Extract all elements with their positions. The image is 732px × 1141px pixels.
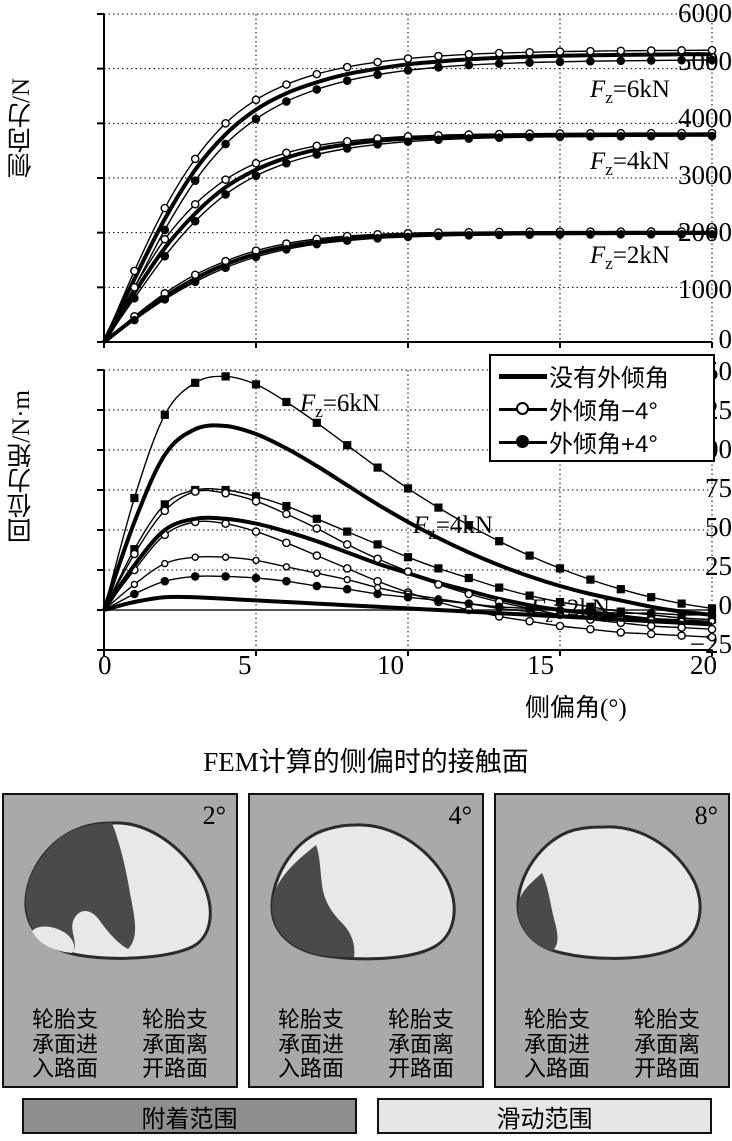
- panel-text-row: 轮胎支 承面进 入路面 轮胎支 承面离 开路面: [250, 1007, 482, 1082]
- annotation-f-symbol: F: [300, 390, 316, 417]
- annotation-fz-6kn-bottom: Fz=6kN: [300, 390, 380, 422]
- annotation-z-subscript: z: [605, 254, 613, 273]
- y-tick-label: 1000: [678, 274, 732, 304]
- legend-item-camber-minus4: 外倾角−4°: [497, 392, 713, 425]
- annotation-value: =6kN: [612, 76, 670, 103]
- panel-angle-label: 4°: [448, 801, 472, 830]
- aligning-torque-chart: 回位力矩/N·m 150 125 100 75 50 25 0 −25 0 5 …: [0, 352, 732, 734]
- x-tick-label: 5: [238, 650, 252, 680]
- y-tick-label: 0: [718, 590, 732, 620]
- annotation-f-symbol: F: [413, 512, 429, 539]
- annotation-value: =4kN: [612, 148, 670, 175]
- annotation-z-subscript: z: [428, 524, 436, 543]
- contact-patch-panel-2deg: 2° 轮胎支 承面进 入路面 轮胎支 承面离 开路面: [2, 793, 238, 1088]
- contact-patch-shape-4deg: [270, 823, 456, 961]
- annotation-f-symbol: F: [590, 76, 606, 103]
- contact-patch-shape-2deg: [24, 821, 212, 960]
- y-tick-label: 4000: [678, 103, 732, 133]
- annotation-z-subscript: z: [545, 607, 553, 626]
- contact-patch-panels: 2° 轮胎支 承面进 入路面 轮胎支 承面离 开路面 4° 轮胎支 承面进 入路…: [2, 793, 730, 1088]
- x-tick-label: 10: [377, 650, 404, 680]
- chart-legend: 没有外倾角 外倾角−4° 外倾角+4°: [489, 354, 715, 462]
- x-tick-label: 15: [527, 650, 554, 680]
- annotation-z-subscript: z: [315, 402, 323, 421]
- annotation-value: =6kN: [322, 390, 380, 417]
- y-tick-label: 50: [705, 512, 732, 542]
- x-tick-label: 0: [98, 650, 112, 680]
- legend-label: 没有外倾角: [549, 365, 669, 392]
- aligning-torque-plot: [97, 369, 717, 656]
- annotation-value: =4kN: [435, 512, 493, 539]
- annotation-f-symbol: F: [590, 148, 606, 175]
- annotation-z-subscript: z: [605, 88, 613, 107]
- legend-label: 外倾角+4°: [549, 431, 658, 458]
- annotation-fz-2kn-top: Fz=2kN: [590, 242, 670, 274]
- annotation-fz-4kn-bottom: Fz=4kN: [413, 512, 493, 544]
- panel-text-row: 轮胎支 承面进 入路面 轮胎支 承面离 开路面: [4, 1007, 236, 1082]
- annotation-value: =2kN: [612, 242, 670, 269]
- x-tick-label: 20: [690, 650, 717, 680]
- contact-patch-panel-4deg: 4° 轮胎支 承面进 入路面 轮胎支 承面离 开路面: [248, 793, 484, 1088]
- y-tick-label: 6000: [678, 0, 732, 28]
- y-tick-label: 25: [705, 551, 732, 581]
- figure-caption: FEM计算的侧偏时的接触面: [203, 747, 529, 777]
- panel-text-exit: 轮胎支 承面离 开路面: [141, 1007, 208, 1082]
- legend-sliding-label: 滑动范围: [496, 1105, 593, 1133]
- lateral-force-chart: 侧向力/N 6000 5000 4000 3000 2000 1000 0 Fz…: [0, 0, 732, 354]
- annotation-fz-2kn-bottom: Fz=2kN: [530, 595, 610, 627]
- legend-sliding-region: 滑动范围: [377, 1098, 712, 1134]
- legend-item-camber-plus4: 外倾角+4°: [497, 425, 713, 458]
- x-axis-label: 侧偏角(°): [525, 695, 627, 722]
- panel-angle-label: 2°: [202, 801, 226, 830]
- y-tick-label: 75: [705, 473, 732, 503]
- legend-adhesion-region: 附着范围: [22, 1098, 357, 1134]
- panel-text-entry: 轮胎支 承面进 入路面: [31, 1007, 98, 1082]
- panel-text-row: 轮胎支 承面进 入路面 轮胎支 承面离 开路面: [496, 1007, 728, 1082]
- annotation-fz-4kn-top: Fz=4kN: [590, 148, 670, 180]
- panel-text-exit: 轮胎支 承面离 开路面: [387, 1007, 454, 1082]
- legend-line-plain-icon: [497, 366, 549, 386]
- legend-filled-circle-icon: [497, 432, 549, 452]
- legend-open-circle-icon: [497, 399, 549, 419]
- y-tick-label: 5000: [678, 46, 732, 76]
- contact-patch-shape-8deg: [516, 825, 702, 960]
- lateral-force-plot: [97, 13, 717, 348]
- legend-adhesion-label: 附着范围: [141, 1105, 238, 1133]
- legend-label: 外倾角−4°: [549, 398, 658, 425]
- annotation-z-subscript: z: [605, 160, 613, 179]
- annotation-fz-6kn-top: Fz=6kN: [590, 76, 670, 108]
- panel-text-exit: 轮胎支 承面离 开路面: [633, 1007, 700, 1082]
- panel-text-entry: 轮胎支 承面进 入路面: [277, 1007, 344, 1082]
- y-tick-label: 3000: [678, 160, 732, 190]
- annotation-f-symbol: F: [590, 242, 606, 269]
- legend-item-no-camber: 没有外倾角: [497, 359, 713, 392]
- panel-text-entry: 轮胎支 承面进 入路面: [523, 1007, 590, 1082]
- region-legend: 附着范围 滑动范围: [22, 1098, 712, 1134]
- annotation-f-symbol: F: [530, 595, 546, 622]
- annotation-value: =2kN: [552, 595, 610, 622]
- contact-patch-panel-8deg: 8° 轮胎支 承面进 入路面 轮胎支 承面离 开路面: [494, 793, 730, 1088]
- y-tick-label: 0: [718, 324, 732, 354]
- panel-angle-label: 8°: [694, 801, 718, 830]
